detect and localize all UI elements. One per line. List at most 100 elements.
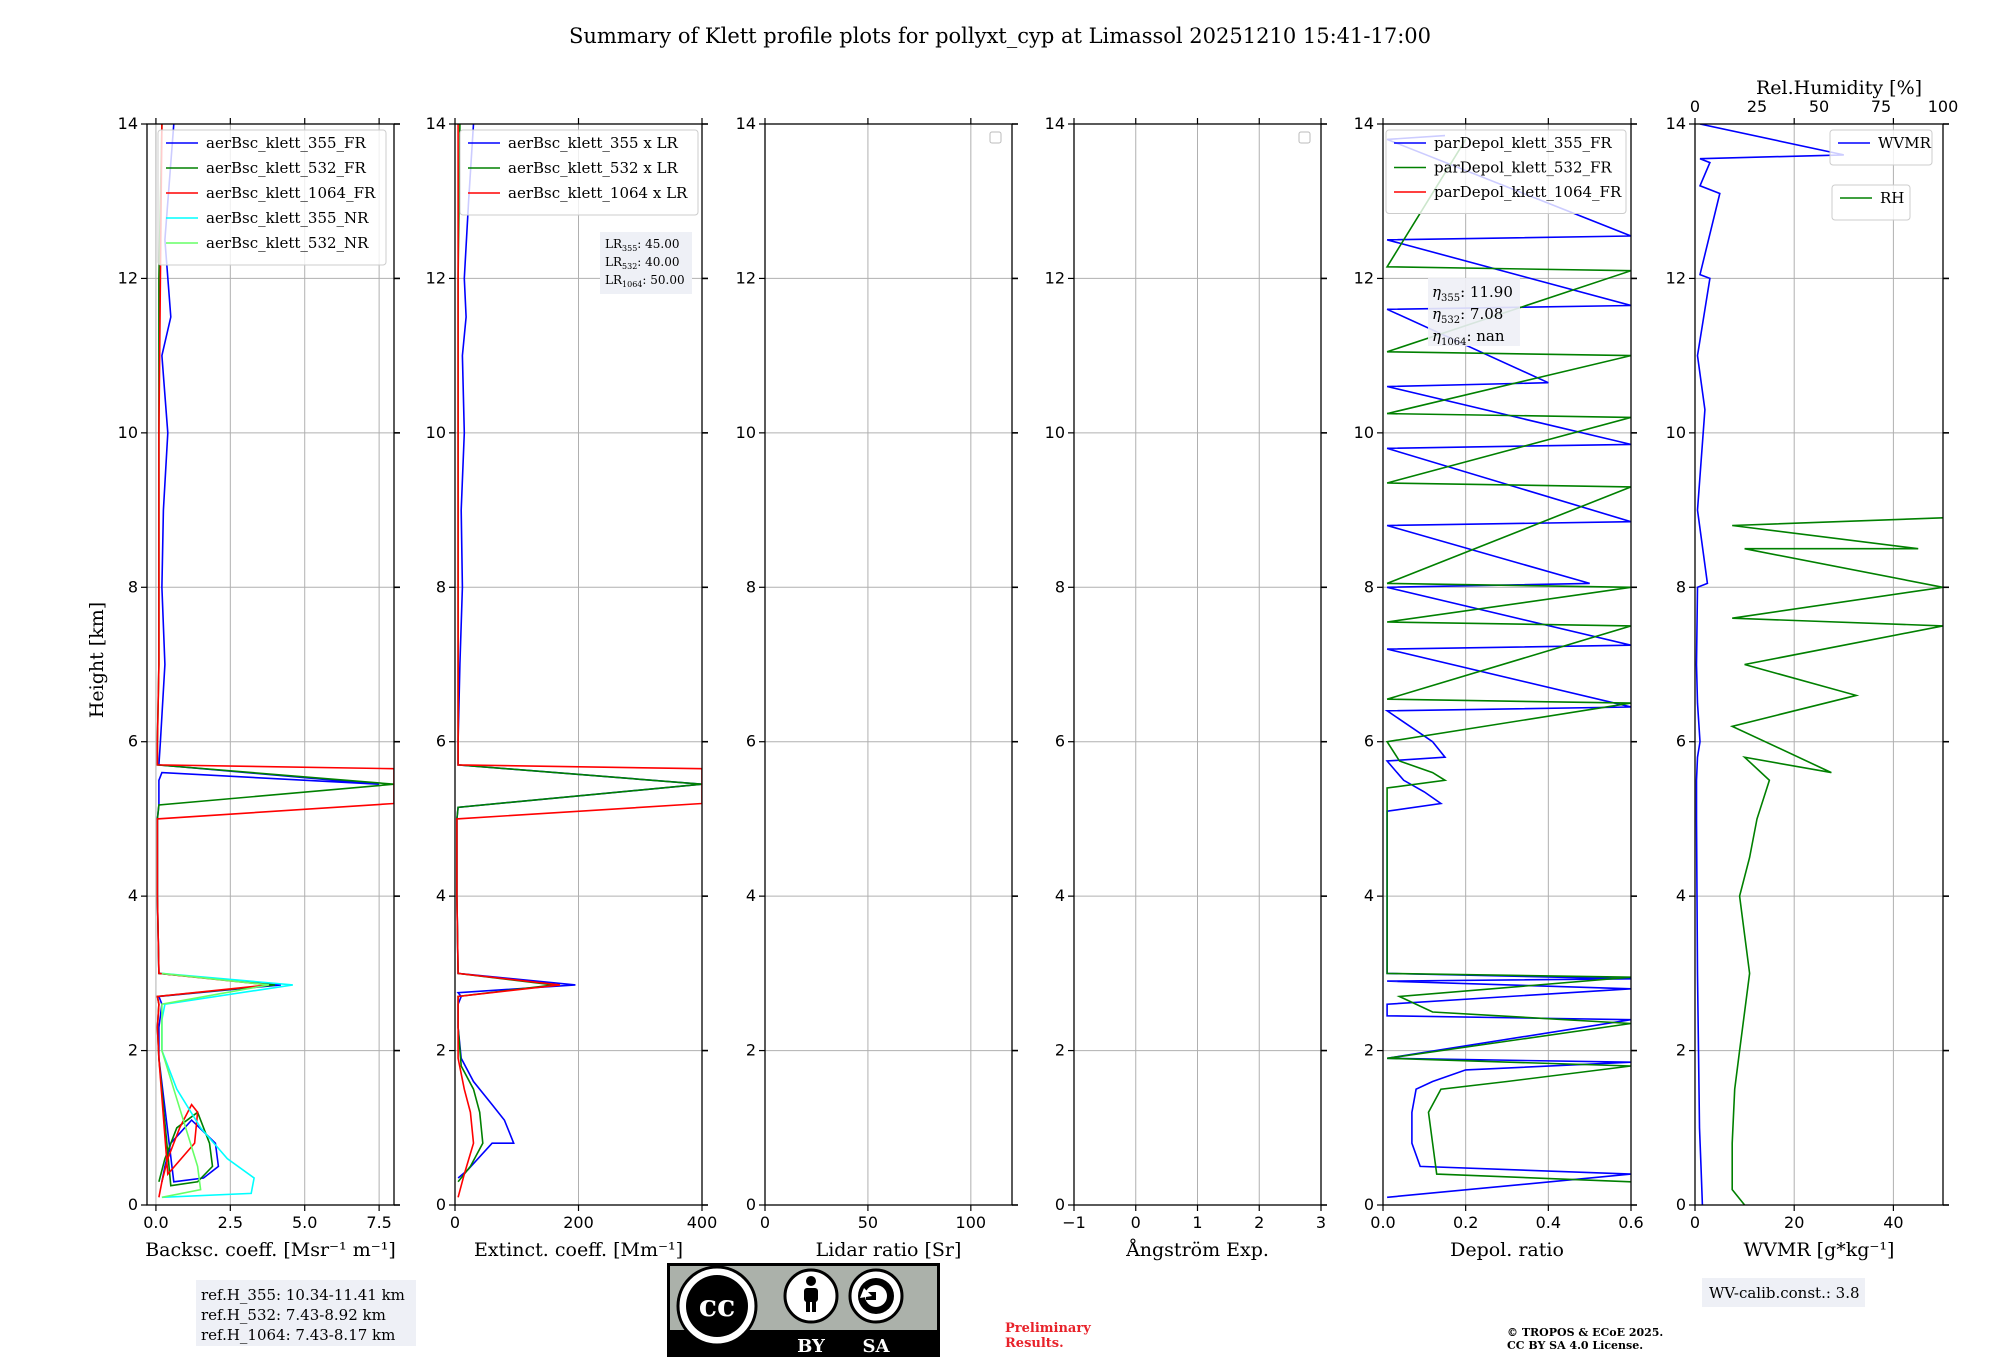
y-tick-label: 2 [746,1041,756,1060]
x-tick-label: 50 [858,1213,878,1232]
y-tick-label: 2 [1676,1041,1686,1060]
top-x-tick-label: 50 [1809,97,1829,116]
y-tick-label: 10 [736,423,756,442]
cc-by-sa-license-badge: cc BY SA [667,1263,940,1357]
svg-text:SA: SA [863,1336,891,1357]
y-tick-label: 0 [436,1195,446,1214]
svg-text:η532: 7.08: η532: 7.08 [1432,305,1503,326]
axes-frame-depol [1382,123,1632,1206]
x-tick-label: 3 [1316,1213,1326,1232]
panel-backscatter: 0 2 4 6 8 10 12 14 0.0 2.5 5.0 7.5 Backsc. coeff. [M… [118,114,400,1261]
lidar-ratio-annotation: LR355: 45.00 LR532: 40.00 LR1064: 50.00 [600,232,692,294]
x-tick-label: 0.0 [1370,1213,1395,1232]
preliminary-notice: Preliminary [1005,1321,1091,1336]
series-line-parDepol_klett_532_FR [1385,138,1631,1183]
legend-entry: aerBsc_klett_355 x LR [508,134,679,152]
x-tick-label: 2 [1254,1213,1264,1232]
depol-eta-annotation: η355: 11.90 η532: 7.08 η1064: nan [1428,278,1520,348]
series-line-aerBsc_klett_355_NR [161,972,293,1199]
x-tick-label: 5.0 [292,1213,317,1232]
y-tick-label: 12 [736,268,756,287]
y-tick-label: 0 [1676,1195,1686,1214]
series-line-aerBsc_klett_355_FR [156,124,380,1183]
y-tick-label: 12 [118,268,138,287]
y-tick-label: 4 [436,886,446,905]
x-tick-label: 20 [1784,1213,1804,1232]
y-tick-label: 2 [436,1041,446,1060]
top-x-tick-label: 0 [1690,97,1700,116]
legend-entry: parDepol_klett_532_FR [1434,159,1612,177]
svg-text:BY: BY [797,1336,826,1357]
x-tick-label: 100 [956,1213,987,1232]
y-tick-label: 10 [1354,423,1374,442]
ref-height-532: ref.H_532: 7.43-8.92 km [201,1306,386,1324]
legend-depol: parDepol_klett_355_FR parDepol_klett_532_… [1385,129,1627,214]
x-tick-label: −1 [1062,1213,1086,1232]
y-tick-label: 10 [1045,423,1065,442]
empty-legend-box [989,131,1002,144]
y-tick-label: 4 [1676,886,1686,905]
ref-height-355: ref.H_355: 10.34-11.41 km [201,1286,405,1304]
y-tick-label: 6 [1676,732,1686,751]
license-notice: CC BY SA 4.0 License. [1507,1339,1643,1352]
ref-height-1064: ref.H_1064: 7.43-8.17 km [201,1326,395,1344]
y-tick-label: 14 [426,114,446,133]
x-tick-label: 7.5 [366,1213,391,1232]
reference-heights-box: ref.H_355: 10.34-11.41 km ref.H_532: 7.4… [196,1280,416,1346]
legend-entry: WVMR [1878,134,1932,152]
x-tick-label: 0 [1131,1213,1141,1232]
y-tick-label: 14 [1045,114,1065,133]
legend-entry: aerBsc_klett_355_FR [206,134,366,152]
y-tick-label: 8 [746,577,756,596]
grid-backscatter [147,123,394,1206]
top-axis-label: Rel.Humidity [%] [1756,77,1922,99]
top-x-tick-label: 75 [1871,97,1891,116]
legend-wvmr: RH [1831,184,1911,221]
x-tick-label: 0 [1690,1213,1700,1232]
axes-frame-lidar-ratio [764,123,1013,1206]
y-tick-label: 4 [746,886,756,905]
svg-text:η355: 11.90: η355: 11.90 [1432,283,1513,304]
series-line-aerBsc_klett_1064 x LR [456,124,702,1198]
x-tick-label: 0 [450,1213,460,1232]
y-tick-label: 8 [1055,577,1065,596]
y-axis-label: Height [km] [86,602,108,718]
series-line-aerBsc_klett_1064_FR [156,124,394,1198]
y-tick-label: 6 [1055,732,1065,751]
legend-backscatter: aerBsc_klett_355_FR aerBsc_klett_532_FRae… [157,129,387,266]
y-tick-label: 6 [1364,732,1374,751]
legend-entry: aerBsc_klett_532_FR [206,159,366,177]
series-line-aerBsc_klett_532_NR [161,972,270,1199]
y-tick-label: 0 [128,1195,138,1214]
y-tick-label: 6 [746,732,756,751]
y-tick-label: 12 [426,268,446,287]
legend-entry: RH [1880,189,1904,207]
legend-entry: aerBsc_klett_1064 x LR [508,184,688,202]
x-tick-label: 0.6 [1618,1213,1643,1232]
y-tick-label: 4 [128,886,138,905]
svg-text:LR532: 40.00: LR532: 40.00 [605,255,680,271]
y-tick-label: 2 [128,1041,138,1060]
x-tick-label: 1 [1192,1213,1202,1232]
series-line-RH [1729,517,1943,1205]
x-tick-label: 0.4 [1536,1213,1561,1232]
y-tick-label: 6 [128,732,138,751]
y-tick-label: 0 [1364,1195,1374,1214]
svg-text:η1064: nan: η1064: nan [1432,327,1505,348]
legend-extinction: aerBsc_klett_355 x LR aerBsc_klett_532 x … [459,129,699,216]
legend-entry: parDepol_klett_1064_FR [1434,183,1622,201]
panel-lidar-ratio: 0 2 4 6 8 10 12 14 0 50 100 Lidar ratio [Sr] [736,114,1018,1261]
x-tick-label: 0 [760,1213,770,1232]
x-axis-label-depol: Depol. ratio [1450,1239,1564,1261]
y-tick-label: 14 [1666,114,1686,133]
grid-angstrom [1074,123,1321,1206]
empty-legend-box [1298,131,1311,144]
axes-frame-backscatter [146,123,395,1206]
y-tick-label: 10 [118,423,138,442]
svg-text:WV-calib.const.: 3.8: WV-calib.const.: 3.8 [1709,1284,1860,1302]
svg-text:cc: cc [699,1289,736,1324]
svg-text:LR1064: 50.00: LR1064: 50.00 [605,273,685,289]
